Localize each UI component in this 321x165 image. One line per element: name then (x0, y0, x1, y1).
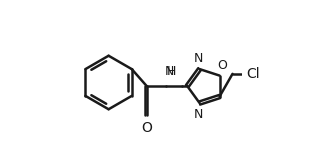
Text: O: O (141, 121, 152, 135)
Text: N: N (194, 52, 204, 65)
Text: N: N (165, 65, 174, 78)
Text: Cl: Cl (246, 67, 259, 81)
Text: O: O (217, 59, 227, 72)
Text: N: N (194, 108, 204, 121)
Text: H: H (167, 65, 176, 78)
